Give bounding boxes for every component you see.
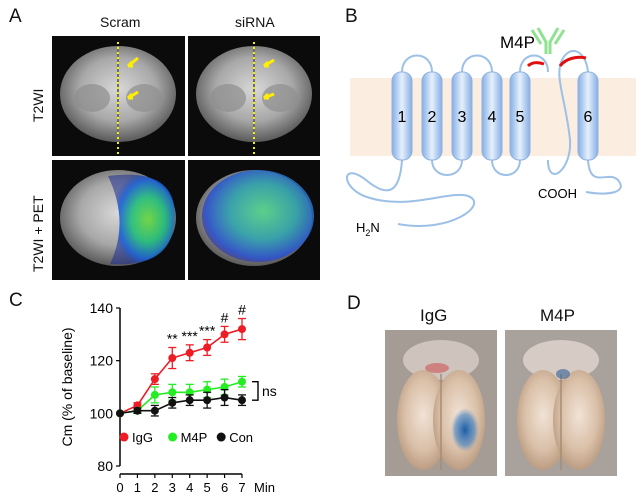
y-tick-label: 120 xyxy=(90,353,114,369)
chart-series xyxy=(116,317,246,418)
antibody-icon xyxy=(530,27,566,54)
brain-photo-igg xyxy=(385,330,497,476)
c-terminus-label: COOH xyxy=(538,186,577,201)
significance-label: *** xyxy=(182,328,199,344)
point-m4p xyxy=(168,388,177,397)
mri-image-grid xyxy=(52,36,320,280)
panel-b-letter: B xyxy=(345,6,358,27)
y-tick-label: 100 xyxy=(90,405,114,421)
legend-label-igg: IgG xyxy=(132,430,153,445)
tm-label-5: 5 xyxy=(516,109,525,126)
mri-sirna-pet xyxy=(188,160,320,280)
tm-label-4: 4 xyxy=(488,109,497,126)
panel-d-letter: D xyxy=(347,293,361,314)
row-label-t2wi: T2WI xyxy=(30,88,46,122)
point-con xyxy=(133,406,142,415)
x-tick-label: 3 xyxy=(169,480,176,492)
significance-label: # xyxy=(238,302,246,318)
brain-photo-m4p xyxy=(505,330,617,476)
photo-label-m4p: M4P xyxy=(540,306,575,325)
significance-label: ** xyxy=(167,331,178,347)
x-tick-label: 1 xyxy=(134,480,141,492)
y-tick-label: 140 xyxy=(90,300,114,316)
transmembrane-segments xyxy=(391,71,599,161)
point-con xyxy=(168,398,177,407)
y-tick-label: 80 xyxy=(97,458,113,474)
brain-photos xyxy=(385,330,617,476)
x-tick-label: 5 xyxy=(204,480,211,492)
panel-c-letter: C xyxy=(9,290,23,311)
x-tick-label: 7 xyxy=(238,480,245,492)
point-m4p xyxy=(150,390,159,399)
chart-legend: IgG M4P Con xyxy=(119,430,253,445)
chart-axes: 80 100 120 140 0 1 2 3 4 5 6 7 Min Cm (% of baseline) xyxy=(59,300,275,492)
tm-label-1: 1 xyxy=(398,109,407,126)
cm-line-chart: 80 100 120 140 0 1 2 3 4 5 6 7 Min Cm (% of baseline)… xyxy=(59,300,277,492)
n-terminus-label: H2N xyxy=(356,220,380,238)
legend-label-con: Con xyxy=(229,430,253,445)
col-label-sirna: siRNA xyxy=(235,14,275,30)
ligand-label: M4P xyxy=(500,33,535,52)
point-con xyxy=(185,396,194,405)
tm-label-3: 3 xyxy=(458,109,467,126)
point-con xyxy=(150,406,159,415)
x-tick-label: 2 xyxy=(151,480,158,492)
point-igg xyxy=(220,330,229,339)
row-label-t2wi-pet: T2WI + PET xyxy=(30,195,46,272)
tm-label-6: 6 xyxy=(584,109,593,126)
legend-label-m4p: M4P xyxy=(181,430,208,445)
col-label-scram: Scram xyxy=(100,14,141,30)
point-con xyxy=(238,396,246,405)
legend-marker-con xyxy=(216,432,226,442)
mri-scram-pet xyxy=(52,160,185,280)
point-con xyxy=(220,393,229,402)
point-con xyxy=(116,409,124,418)
point-igg xyxy=(203,343,212,352)
x-tick-label: 6 xyxy=(221,480,228,492)
point-igg xyxy=(185,348,194,357)
mri-sirna-t2wi xyxy=(188,36,320,156)
x-axis-label: Min xyxy=(254,480,275,492)
chart-annotations: ** *** ***# #ns xyxy=(167,302,277,401)
x-tick-label: 4 xyxy=(186,480,193,492)
tm-segment-5 xyxy=(509,71,531,161)
point-m4p xyxy=(238,377,246,386)
point-con xyxy=(203,396,212,405)
tm-segment-4 xyxy=(481,71,503,161)
significance-label: # xyxy=(221,309,229,325)
receptor-topology-diagram: M4P 1 2 3 4 5 6 H2N COOH xyxy=(346,27,636,238)
tm-segment-1 xyxy=(391,71,413,161)
point-igg xyxy=(168,354,177,363)
mri-scram-t2wi xyxy=(52,36,185,156)
tm-segment-2 xyxy=(421,71,443,161)
photo-label-igg: IgG xyxy=(420,306,448,325)
panel-a-letter: A xyxy=(9,6,22,27)
point-igg xyxy=(238,325,246,334)
ns-label: ns xyxy=(262,383,277,399)
tm-segment-3 xyxy=(451,71,473,161)
y-axis-label: Cm (% of baseline) xyxy=(59,327,75,446)
legend-marker-igg xyxy=(119,432,129,442)
tm-label-2: 2 xyxy=(428,109,437,126)
legend-marker-m4p xyxy=(168,432,178,442)
significance-label: *** xyxy=(199,323,216,339)
tm-segment-6 xyxy=(577,71,599,161)
x-tick-label: 0 xyxy=(116,480,123,492)
ns-bracket xyxy=(252,381,259,401)
point-igg xyxy=(150,375,159,384)
